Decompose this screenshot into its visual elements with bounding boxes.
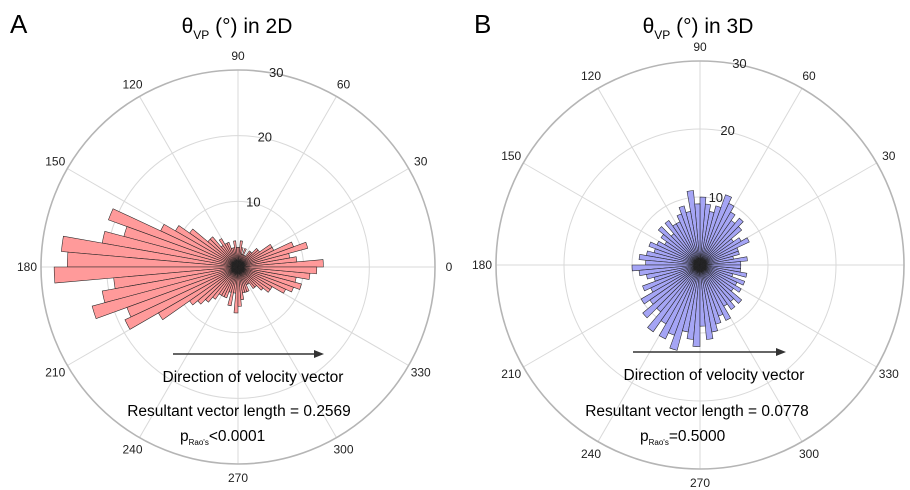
resultant-vector-length: Resultant vector length = 0.0778 [585,403,809,420]
radial-tick-label: 10 [709,190,723,205]
histogram-bar [108,208,239,268]
angle-tick-label: 300 [333,443,353,457]
histogram-bar [699,264,748,278]
histogram-bar [642,264,701,319]
radial-tick-label: 30 [269,65,283,80]
histogram-bar [237,266,302,290]
angle-tick-label: 60 [802,69,816,83]
histogram-bar [233,266,239,314]
outer-ring [40,69,436,465]
grid-circle [563,128,837,402]
histogram-bar [699,264,743,304]
histogram-bar [660,234,701,266]
radial-tick-label: 10 [246,194,260,209]
angle-tick-label: 120 [581,69,601,83]
panel-letter: A [10,9,28,39]
histogram-bar [647,264,701,333]
angle-tick-label: 300 [799,447,819,461]
arrow-label: Direction of velocity vector [624,367,805,384]
angle-tick-label: 180 [472,258,492,272]
angle-tick-label: 240 [581,447,601,461]
histogram-bar [699,264,742,293]
radial-tick-label: 20 [258,130,272,145]
chart-title: θVP (°) in 3D [643,15,754,42]
histogram-bar [124,266,239,330]
grid-spoke [237,266,337,438]
histogram-bar [189,266,239,306]
histogram-bar [91,266,239,320]
p-value: pRao's=0.5000 [640,428,726,447]
histogram-bar [699,194,732,266]
angle-tick-label: 150 [501,149,521,163]
histogram-bar [699,217,744,266]
resultant-vector-length: Resultant vector length = 0.2569 [127,403,351,420]
angle-tick-label: 60 [337,77,351,91]
arrow-head [776,348,786,356]
arrow-label: Direction of velocity vector [163,369,344,386]
histogram-bar [237,250,252,268]
histogram-bar [227,266,239,307]
arrow-head [314,350,324,358]
histogram-bar [699,205,722,266]
radial-tick-label: 20 [720,123,734,138]
histogram-bar [237,266,318,275]
histogram-bar [699,264,742,269]
histogram-bar [658,264,701,340]
histogram-bar [657,226,701,266]
angle-tick-label: 30 [414,155,428,169]
angle-tick-label: 330 [411,366,431,380]
histogram-bar [664,220,701,266]
histogram-bar [699,264,746,286]
chart-title: θVP (°) in 2D [182,15,293,42]
angle-tick-label: 90 [231,49,245,63]
histogram-bar [237,240,243,268]
histogram-bar [205,266,239,303]
histogram-bar [699,237,742,266]
histogram-bar [237,248,247,268]
histogram-bar [669,264,701,351]
angle-tick-label: 150 [45,155,65,169]
outer-ring [495,60,905,470]
histogram-bar [640,264,701,305]
angle-tick-label: 0 [446,260,453,274]
angle-tick-label: 270 [228,471,248,485]
histogram-bar [638,254,701,266]
histogram-bar [692,264,701,347]
angle-tick-label: 90 [693,40,707,54]
histogram-bar [223,266,239,299]
panel-letter: B [474,9,491,39]
radial-tick-label: 30 [732,56,746,71]
histogram-bar [197,266,239,305]
angle-tick-label: 330 [879,367,899,381]
histogram-bar [648,241,701,266]
grid-spoke [237,96,337,268]
angle-tick-label: 120 [122,77,142,91]
angle-tick-label: 210 [501,367,521,381]
p-value: pRao's<0.0001 [180,428,265,447]
angle-tick-label: 270 [690,476,710,490]
angle-tick-label: 30 [882,149,896,163]
angle-tick-label: 210 [45,366,65,380]
angle-tick-label: 240 [122,443,142,457]
histogram-bar [699,264,731,321]
histogram-bar [212,266,239,300]
histogram-bar [699,264,736,310]
angle-tick-label: 180 [17,260,37,274]
histogram-bar [61,235,239,268]
histogram-bar [158,266,239,321]
histogram-bar [699,196,707,266]
